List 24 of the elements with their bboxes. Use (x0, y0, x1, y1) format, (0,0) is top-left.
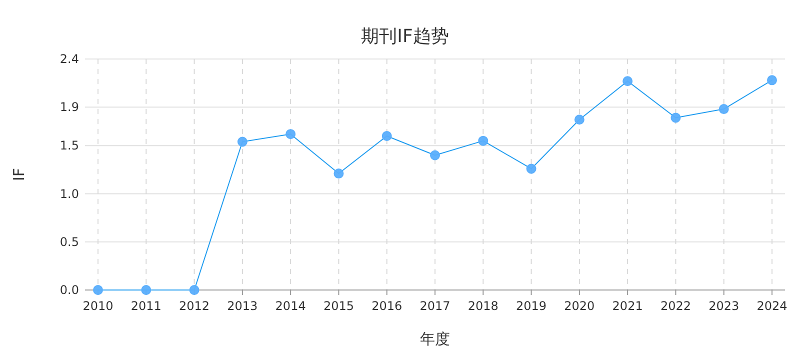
xtick: 2013 (227, 299, 258, 313)
xtick: 2018 (468, 299, 498, 313)
xtick: 2015 (323, 299, 354, 313)
xtick: 2023 (708, 299, 740, 313)
xtick: 2024 (756, 299, 788, 313)
xtick: 2014 (275, 299, 306, 313)
ytick: 1.0 (60, 186, 79, 201)
xtick: 2017 (420, 299, 450, 313)
xtick: 2022 (660, 299, 691, 313)
xtick: 2011 (130, 299, 162, 313)
ytick: 0.5 (60, 234, 79, 249)
xtick: 2016 (372, 299, 402, 313)
xlabel: 年度 (420, 330, 450, 348)
ytick: 0.0 (60, 283, 79, 297)
xtick: 2010 (82, 299, 114, 313)
xtick: 2021 (612, 299, 643, 313)
ytick: 1.9 (60, 100, 79, 114)
xtick: 2020 (564, 299, 595, 313)
title: 期刊IF趋势 (361, 26, 449, 47)
xtick: 2019 (516, 299, 547, 313)
ytick: 2.4 (60, 52, 79, 66)
ytick: 1.5 (60, 138, 79, 153)
ylabel: IF (10, 168, 28, 182)
xtick: 2012 (179, 299, 210, 313)
